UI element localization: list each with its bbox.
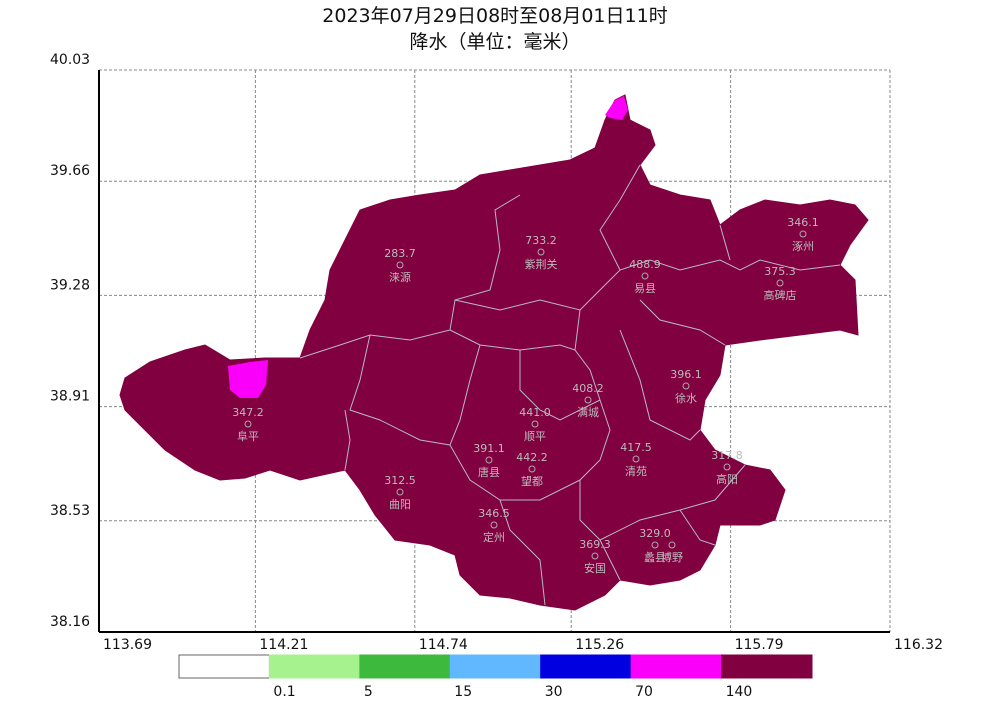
station-name: 博野 [661,551,683,564]
y-tick-label: 38.53 [50,503,90,519]
station-marker [776,279,784,287]
station-name: 徐水 [675,391,697,405]
station-value: 346.1 [787,216,819,229]
x-tick-label: 114.74 [419,637,468,653]
station-marker [396,488,404,496]
station-name: 唐县 [478,465,500,479]
station-value: 317.8 [711,449,743,462]
station-name: 高碑店 [764,288,797,302]
heavy-rain-patch [605,96,628,120]
subtitle: 降水（单位：毫米） [409,31,580,53]
x-tick-label: 115.26 [575,637,624,653]
station-marker [396,261,404,269]
station-name: 易县 [634,282,656,295]
station-value: 441.0 [519,406,551,419]
station-value: 417.5 [620,441,652,454]
station-value: 283.7 [384,247,416,260]
legend-label: 5 [364,684,373,700]
x-tick-label: 114.21 [259,637,308,653]
station-name: 涿州 [792,240,814,253]
legend-label: 15 [454,684,472,700]
station-marker [244,420,252,428]
x-tick-label: 115.79 [735,637,784,653]
station-name: 顺平 [524,430,546,443]
station-value: 347.2 [232,406,264,419]
legend-swatch [178,654,270,679]
station-value: 488.9 [629,258,661,271]
axes [98,70,890,633]
legend-label: 0.1 [273,684,295,700]
station-name: 望都 [521,475,543,488]
x-tick-label: 113.69 [103,637,152,653]
station-value: 408.2 [572,382,604,395]
station-marker [682,382,690,390]
station-name: 蠡县 [644,550,666,564]
y-tick-label: 39.66 [50,163,90,179]
station-marker [531,420,539,428]
title: 2023年07月29日08时至08月01日11时 [322,5,667,27]
stations: 283.7 涞源 733.2 紫荆关 488.9 易县 346.1 涿州 375.3 高碑店 396… [232,216,819,575]
legend-swatch [268,654,361,679]
district-borders [299,164,841,606]
legend-swatch [540,654,632,679]
station-marker [485,456,493,464]
y-tick-label: 38.16 [50,614,90,630]
legend: 0.1 5 15 30 70 140 [178,654,813,700]
station-name: 安国 [584,561,606,575]
station-name: 紫荆关 [525,257,558,271]
station-name: 满城 [577,406,599,419]
station-name: 高阳 [716,472,738,486]
station-marker [490,521,498,529]
station-marker [723,463,731,471]
station-value: 733.2 [525,234,557,247]
legend-label: 140 [726,684,753,700]
station-value: 329.0 [639,527,671,540]
station-value: 369.3 [579,538,611,551]
legend-swatch [721,654,813,679]
station-name: 阜平 [237,430,259,443]
y-tick-label: 39.28 [50,277,90,293]
station-value: 391.1 [473,442,505,455]
x-tick-label: 116.32 [894,637,943,653]
legend-swatch [449,654,542,679]
station-marker [641,272,649,280]
heavy-rain-patch [228,360,268,398]
station-marker [668,541,676,549]
legend-swatch [630,654,723,679]
station-marker [537,248,545,256]
station-name: 定州 [483,530,505,544]
station-marker [528,465,536,473]
station-value: 396.1 [670,368,702,381]
y-tick-label: 38.91 [50,389,90,405]
region [119,94,869,611]
station-value: 312.5 [384,474,416,487]
station-value: 442.2 [516,451,548,464]
station-name: 涞源 [389,270,411,284]
station-marker [584,396,592,404]
station-marker [632,455,640,463]
station-marker [651,541,659,549]
legend-swatch [359,654,451,679]
y-tick-label: 40.03 [50,52,90,68]
station-marker [591,552,599,560]
station-value: 346.5 [478,507,510,520]
station-value: 375.3 [764,265,796,278]
station-name: 清苑 [625,465,647,478]
station-name: 曲阳 [389,498,411,511]
legend-label: 70 [635,684,653,700]
station-marker [799,230,807,238]
legend-label: 30 [545,684,563,700]
